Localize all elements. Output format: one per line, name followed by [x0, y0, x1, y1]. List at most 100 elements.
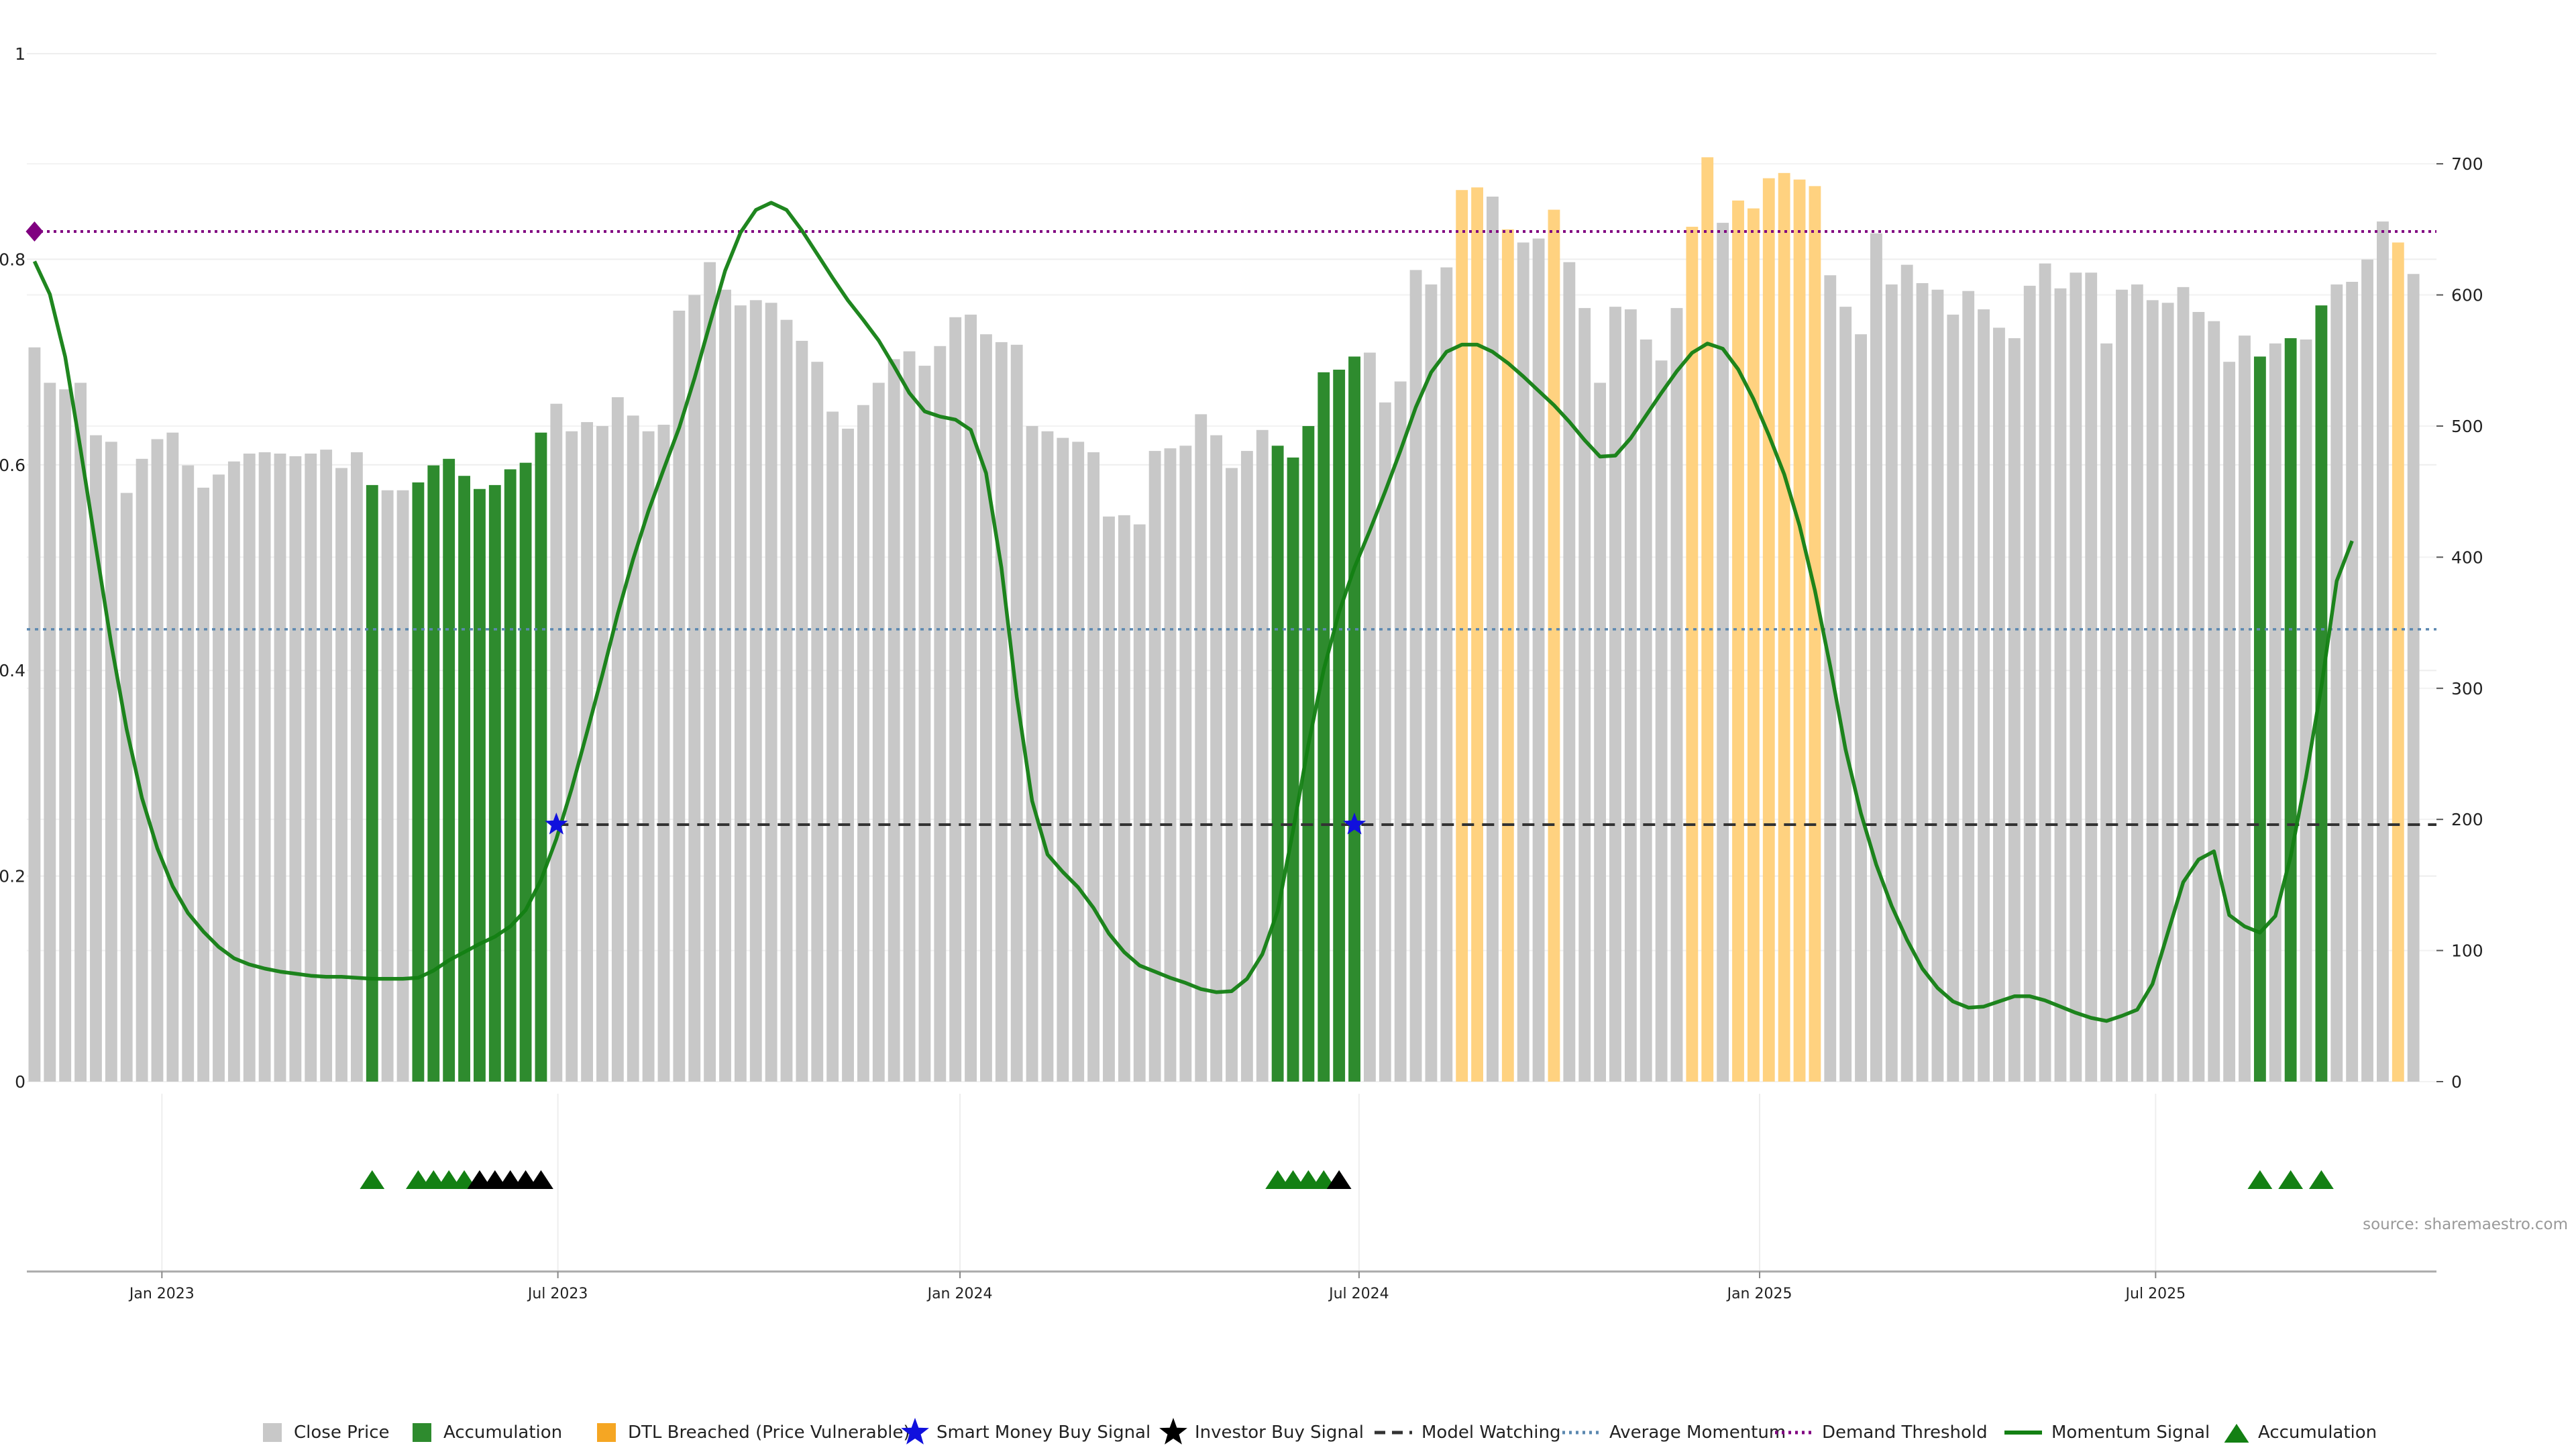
close-price-bar — [1870, 233, 1882, 1082]
close-price-bar — [1026, 425, 1038, 1082]
x-axis-tick-label: Jan 2023 — [128, 1286, 195, 1302]
close-price-bar — [1226, 468, 1238, 1082]
close-price-bar — [120, 492, 133, 1082]
legend-swatch — [263, 1423, 282, 1442]
close-price-bar — [1487, 196, 1499, 1082]
right-axis-tick-label: 600 — [2451, 286, 2483, 305]
dtl-bar — [1809, 186, 1821, 1082]
close-price-bar — [1624, 309, 1637, 1082]
close-price-bar — [59, 389, 72, 1082]
right-axis-tick-label: 500 — [2451, 417, 2483, 436]
close-price-bar — [2330, 284, 2343, 1082]
left-axis-tick-label: 0 — [15, 1072, 25, 1092]
investor-buy-triangle — [1326, 1170, 1352, 1189]
close-price-bar — [1824, 275, 1837, 1082]
accumulation-bar — [366, 484, 378, 1082]
close-price-bar — [197, 487, 210, 1082]
close-price-bar — [1394, 381, 1407, 1082]
close-price-bar — [2023, 285, 2036, 1082]
close-price-bar — [1594, 382, 1607, 1082]
legend-label: Demand Threshold — [1822, 1422, 1988, 1443]
close-price-bar — [136, 458, 148, 1082]
close-price-bar — [289, 456, 302, 1082]
close-price-bar — [44, 382, 56, 1082]
momentum-signal-line — [32, 201, 2354, 1023]
x-axis-tick-label: Jul 2023 — [527, 1286, 588, 1302]
legend-item: Accumulation — [2224, 1422, 2377, 1443]
legend-item: Accumulation — [413, 1422, 562, 1443]
close-price-bar — [1563, 262, 1576, 1082]
close-price-bar — [90, 435, 102, 1082]
close-price-bar — [596, 425, 608, 1082]
legend-label: Accumulation — [443, 1422, 562, 1443]
legend-item: Momentum Signal — [2004, 1422, 2210, 1443]
accumulation-bar — [1271, 446, 1284, 1082]
close-price-bar — [1379, 402, 1391, 1082]
close-price-bar — [182, 465, 195, 1082]
close-price-bar — [949, 317, 962, 1082]
close-price-bar — [1240, 451, 1253, 1082]
legend-label: DTL Breached (Price Vulnerable) — [628, 1422, 910, 1443]
axes: 0 0.2 0.4 0.6 0.8 1 0 100 200 300 400 500 600 700 Jan … — [0, 44, 2483, 1302]
close-price-bar — [1179, 446, 1192, 1082]
dtl-bar — [2392, 242, 2404, 1082]
close-price-bar — [1409, 270, 1422, 1082]
investor-buy-triangle — [529, 1170, 553, 1189]
legend-item: Close Price — [263, 1422, 390, 1443]
right-axis-tick-label: 700 — [2451, 154, 2483, 174]
close-price-bar — [550, 403, 563, 1082]
legend-triangle-icon — [2224, 1424, 2249, 1443]
close-price-bar — [2146, 300, 2159, 1082]
legend-item: Investor Buy Signal — [1159, 1418, 1364, 1445]
close-price-bar — [151, 439, 164, 1082]
close-price-bar — [2177, 287, 2190, 1082]
close-price-bar — [934, 346, 947, 1082]
close-price-bar — [213, 474, 225, 1082]
close-price-bar — [704, 262, 716, 1082]
close-price-bar — [780, 319, 793, 1082]
accumulation-triangle — [2247, 1170, 2273, 1189]
signal-triangles — [360, 1170, 2334, 1189]
right-axis-tick-label: 200 — [2451, 810, 2483, 829]
close-price-bar — [2070, 272, 2082, 1082]
legend-swatch — [597, 1423, 616, 1442]
accumulation-triangle — [2309, 1170, 2334, 1189]
close-price-bar — [1916, 282, 1929, 1082]
left-axis-tick-label: 1 — [15, 44, 25, 64]
close-price-bar — [965, 314, 977, 1082]
legend-label: Model Watching — [1421, 1422, 1560, 1443]
smart-money-buy-star — [1342, 813, 1366, 835]
legend-star-icon — [901, 1418, 929, 1445]
close-price-bar — [1931, 289, 1944, 1082]
dtl-bar — [1793, 179, 1806, 1082]
close-price-bar — [811, 362, 824, 1082]
accumulation-bar — [2253, 356, 2266, 1082]
close-price-bar — [581, 422, 594, 1082]
close-price-bar — [105, 442, 117, 1082]
close-price-bar — [1087, 452, 1100, 1082]
right-axis-tick-label: 0 — [2451, 1072, 2462, 1092]
close-price-bar — [673, 311, 686, 1082]
close-price-bar — [657, 425, 670, 1082]
right-axis-tick-label: 400 — [2451, 548, 2483, 567]
close-price-bar — [227, 461, 240, 1082]
dtl-bar — [1747, 208, 1760, 1082]
demand-threshold-marker — [25, 221, 44, 242]
close-price-bar — [918, 366, 931, 1082]
close-price-bar — [980, 334, 992, 1082]
close-price-bar — [734, 305, 747, 1082]
close-price-bar — [627, 415, 639, 1082]
left-axis-tick-label: 0.6 — [0, 456, 25, 475]
accumulation-bar — [1318, 372, 1330, 1082]
close-price-bar — [566, 431, 578, 1082]
close-price-bar — [2346, 282, 2359, 1082]
close-price-bar — [1425, 284, 1438, 1082]
dtl-bar — [1701, 157, 1714, 1082]
left-axis-tick-label: 0.2 — [0, 867, 25, 886]
accumulation-bar — [458, 476, 470, 1082]
close-price-bar — [842, 428, 854, 1082]
close-price-bar — [1057, 437, 1069, 1082]
close-price-bar — [1640, 339, 1652, 1082]
close-price-bar — [2407, 274, 2420, 1082]
